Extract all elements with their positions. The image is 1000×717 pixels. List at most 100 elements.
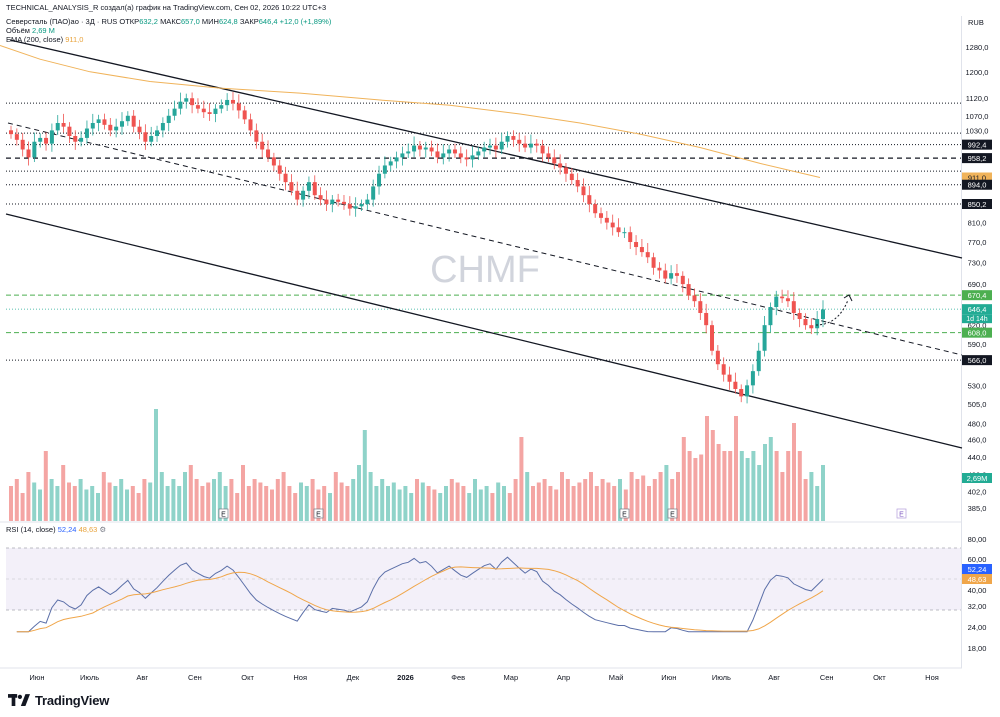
candle-body[interactable] — [236, 103, 241, 111]
price-candles[interactable] — [9, 91, 825, 404]
candle-body[interactable] — [639, 247, 644, 253]
candle-body[interactable] — [73, 136, 78, 142]
candle-body[interactable] — [581, 186, 586, 196]
candle-body[interactable] — [785, 298, 790, 302]
candle-body[interactable] — [359, 204, 364, 207]
candle-body[interactable] — [330, 199, 335, 205]
candle-body[interactable] — [119, 121, 124, 127]
candle-body[interactable] — [190, 98, 195, 106]
candle-body[interactable] — [388, 161, 393, 166]
candle-body[interactable] — [680, 275, 685, 285]
candle-body[interactable] — [563, 167, 568, 174]
candle-body[interactable] — [417, 145, 422, 150]
ema-200-line[interactable] — [0, 45, 821, 178]
candle-body[interactable] — [61, 123, 66, 127]
candle-body[interactable] — [9, 130, 13, 135]
candle-body[interactable] — [84, 128, 89, 138]
candle-body[interactable] — [493, 145, 498, 150]
candle-body[interactable] — [715, 350, 720, 365]
candle-body[interactable] — [230, 99, 235, 104]
candle-body[interactable] — [248, 119, 253, 131]
candle-body[interactable] — [353, 206, 358, 209]
candle-body[interactable] — [96, 119, 101, 124]
candle-body[interactable] — [721, 364, 726, 375]
time-axis[interactable]: Июн Июль Авг Сен Окт Ноя Дек 2026 Фев Мар Апр Май Ию… — [29, 673, 938, 682]
candle-body[interactable] — [55, 123, 60, 131]
candle-body[interactable] — [225, 99, 230, 106]
candle-body[interactable] — [821, 309, 825, 320]
candle-body[interactable] — [90, 123, 95, 129]
candle-body[interactable] — [172, 108, 177, 116]
candle-body[interactable] — [692, 295, 697, 302]
candle-body[interactable] — [20, 139, 25, 150]
candle-body[interactable] — [49, 130, 54, 144]
candle-body[interactable] — [178, 101, 183, 109]
candle-body[interactable] — [242, 110, 247, 120]
candle-body[interactable] — [324, 199, 329, 205]
candle-body[interactable] — [266, 149, 271, 158]
candle-body[interactable] — [213, 108, 218, 114]
candle-body[interactable] — [774, 296, 779, 308]
candle-body[interactable] — [38, 137, 43, 142]
candle-body[interactable] — [143, 132, 148, 142]
candle-body[interactable] — [423, 147, 428, 150]
candle-body[interactable] — [651, 257, 656, 268]
candle-body[interactable] — [482, 147, 487, 152]
candle-body[interactable] — [733, 381, 738, 389]
candle-body[interactable] — [558, 163, 563, 168]
candle-body[interactable] — [429, 147, 434, 152]
candle-body[interactable] — [575, 180, 580, 187]
candle-body[interactable] — [756, 350, 761, 372]
candle-body[interactable] — [341, 201, 346, 205]
candle-body[interactable] — [517, 139, 522, 144]
candle-body[interactable] — [160, 123, 165, 131]
chart-canvas[interactable]: CHMF E E E E E 1280,01200,01120,01070,01… — [0, 0, 1000, 688]
candle-body[interactable] — [435, 151, 440, 158]
candle-body[interactable] — [184, 98, 189, 102]
candle-body[interactable] — [406, 151, 411, 154]
ema-legend-row[interactable]: EMA (200, close) 911,0 — [6, 35, 331, 44]
candle-body[interactable] — [412, 145, 417, 152]
candle-body[interactable] — [318, 195, 323, 200]
trend-channel[interactable] — [5, 39, 963, 449]
candle-body[interactable] — [347, 204, 352, 209]
candle-body[interactable] — [108, 124, 113, 131]
candle-body[interactable] — [283, 173, 288, 183]
candle-body[interactable] — [780, 296, 785, 299]
candle-body[interactable] — [114, 126, 119, 131]
candle-body[interactable] — [534, 143, 539, 146]
candle-body[interactable] — [67, 126, 72, 137]
candle-body[interactable] — [523, 143, 528, 148]
candle-body[interactable] — [815, 319, 820, 329]
candle-body[interactable] — [365, 199, 370, 205]
candle-body[interactable] — [458, 153, 463, 158]
candle-body[interactable] — [727, 374, 732, 382]
candle-body[interactable] — [447, 149, 452, 154]
candle-body[interactable] — [44, 137, 49, 144]
candle-body[interactable] — [645, 252, 650, 258]
candle-body[interactable] — [546, 153, 551, 158]
candle-body[interactable] — [698, 301, 703, 313]
candle-body[interactable] — [488, 145, 493, 148]
candle-body[interactable] — [604, 217, 609, 223]
candle-body[interactable] — [336, 199, 341, 202]
candle-body[interactable] — [301, 190, 306, 200]
candle-body[interactable] — [464, 157, 469, 160]
candle-body[interactable] — [599, 213, 604, 218]
candle-body[interactable] — [470, 155, 475, 160]
candle-body[interactable] — [587, 195, 592, 205]
candle-body[interactable] — [657, 267, 662, 271]
symbol-label[interactable]: Северсталь (ПАО)ао · 3Д · RUS — [6, 17, 118, 26]
candle-body[interactable] — [739, 388, 744, 397]
rsi-legend[interactable]: RSI (14, close) 52,24 48,63 ⚙ — [6, 525, 106, 534]
candle-body[interactable] — [26, 149, 31, 158]
candle-body[interactable] — [254, 130, 259, 142]
candle-body[interactable] — [102, 119, 107, 125]
candle-body[interactable] — [195, 105, 200, 109]
candle-body[interactable] — [137, 126, 142, 133]
candle-body[interactable] — [476, 151, 481, 156]
earnings-marker[interactable] — [218, 508, 229, 519]
candle-body[interactable] — [686, 284, 691, 296]
candle-body[interactable] — [312, 182, 317, 196]
